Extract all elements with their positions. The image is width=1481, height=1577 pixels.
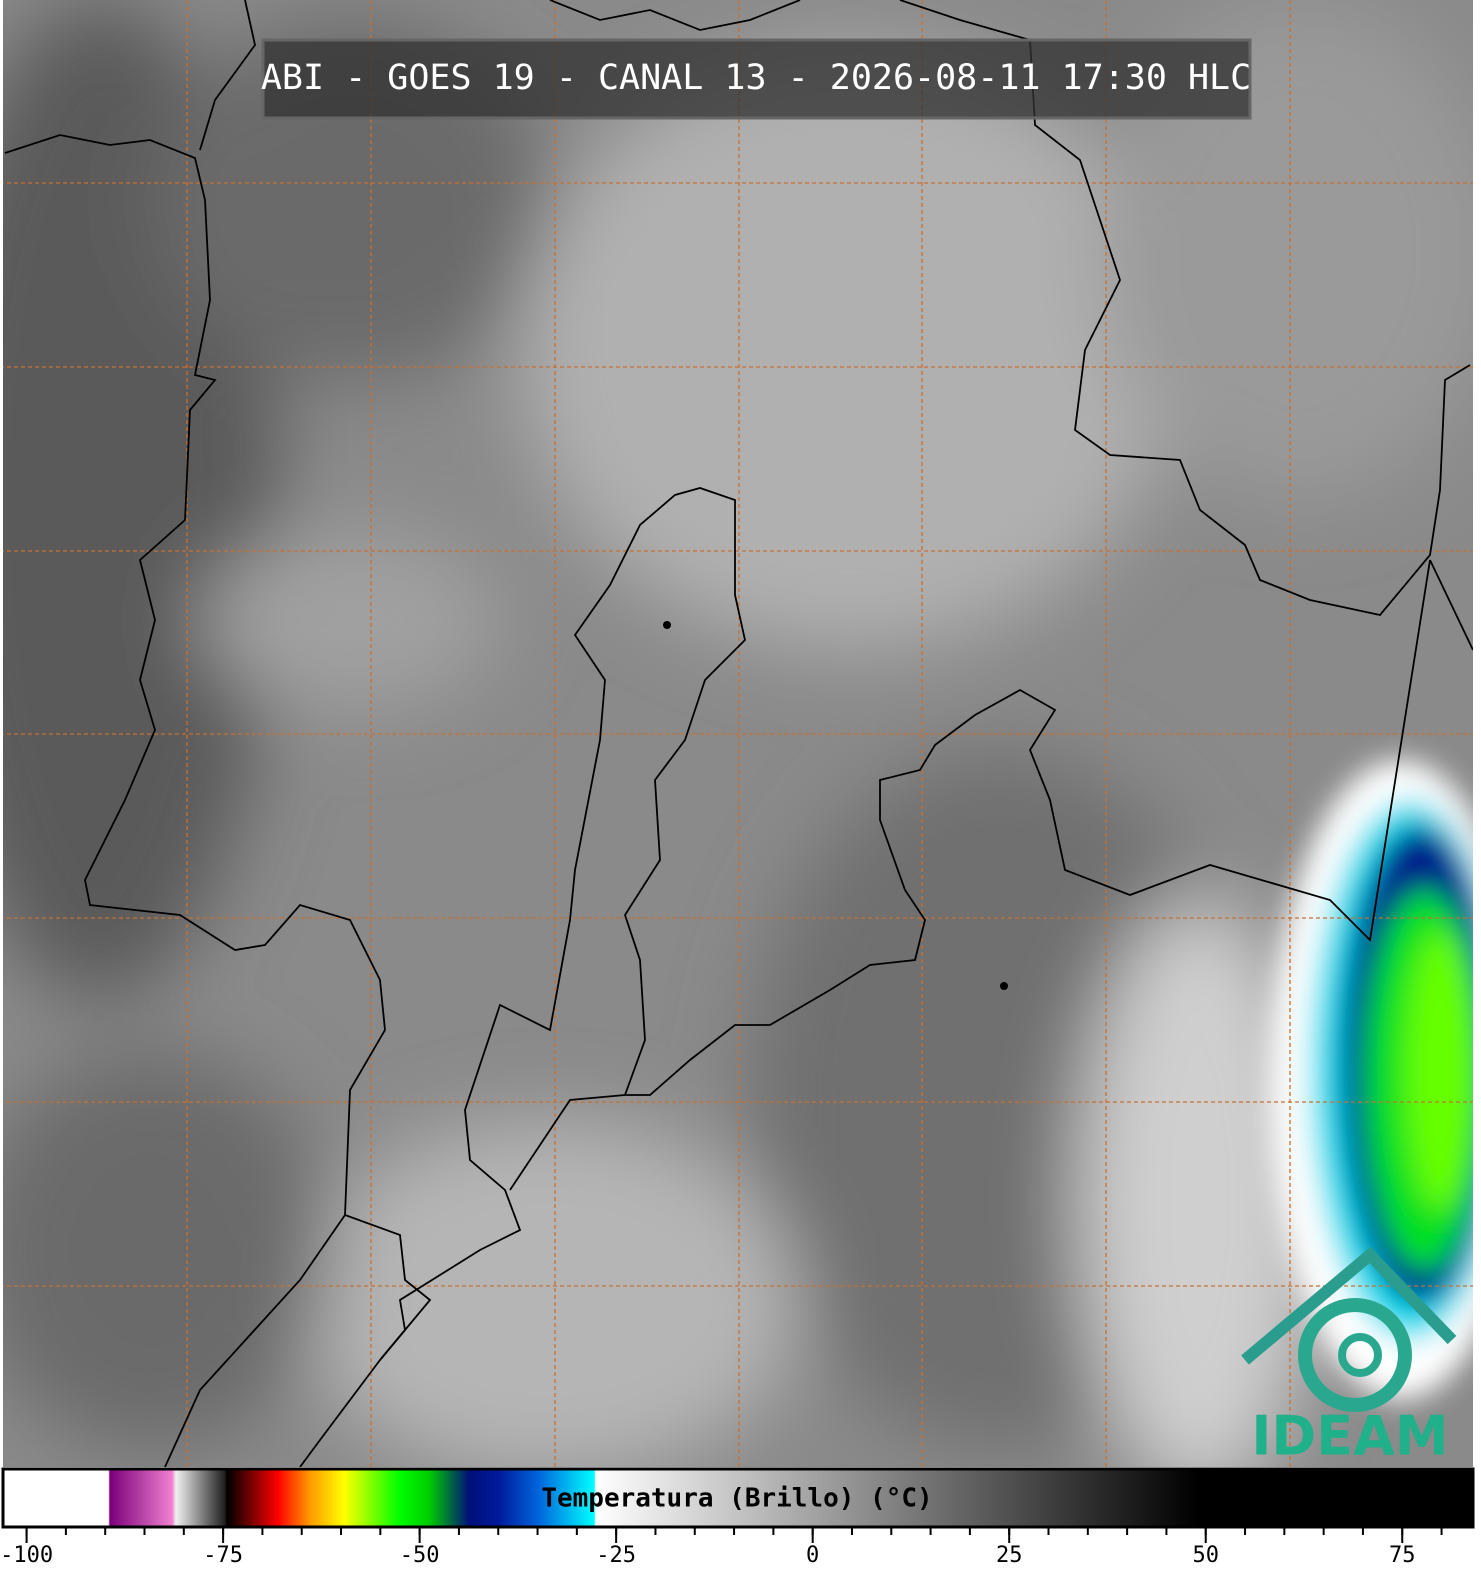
tick-label: 75	[1389, 1543, 1416, 1568]
tick-label: 25	[996, 1543, 1023, 1568]
colorbar-label: Temperatura (Brillo) (°C)	[541, 1484, 932, 1514]
title: ABI - GOES 19 - CANAL 13 - 2026-08-11 17…	[261, 58, 1251, 98]
colorbar-ramp	[1, 1467, 1475, 1529]
satellite-image	[3, 0, 1473, 1467]
tick-label: 0	[806, 1543, 819, 1568]
tick-label: -50	[400, 1543, 440, 1568]
tick-label: 50	[1192, 1543, 1219, 1568]
title-box: ABI - GOES 19 - CANAL 13 - 2026-08-11 17…	[261, 38, 1252, 120]
tick-label: -75	[203, 1543, 243, 1568]
tick-label: -100	[0, 1543, 53, 1568]
graticule	[3, 0, 1473, 1467]
tick-label: -25	[596, 1543, 636, 1568]
colorbar: Temperatura (Brillo) (°C) -100 -75 -50 -25 0…	[0, 1467, 1475, 1568]
boundaries	[4, 0, 1473, 1467]
logo: IDEAM	[1241, 1246, 1457, 1468]
logo-text: IDEAM	[1251, 1405, 1448, 1468]
